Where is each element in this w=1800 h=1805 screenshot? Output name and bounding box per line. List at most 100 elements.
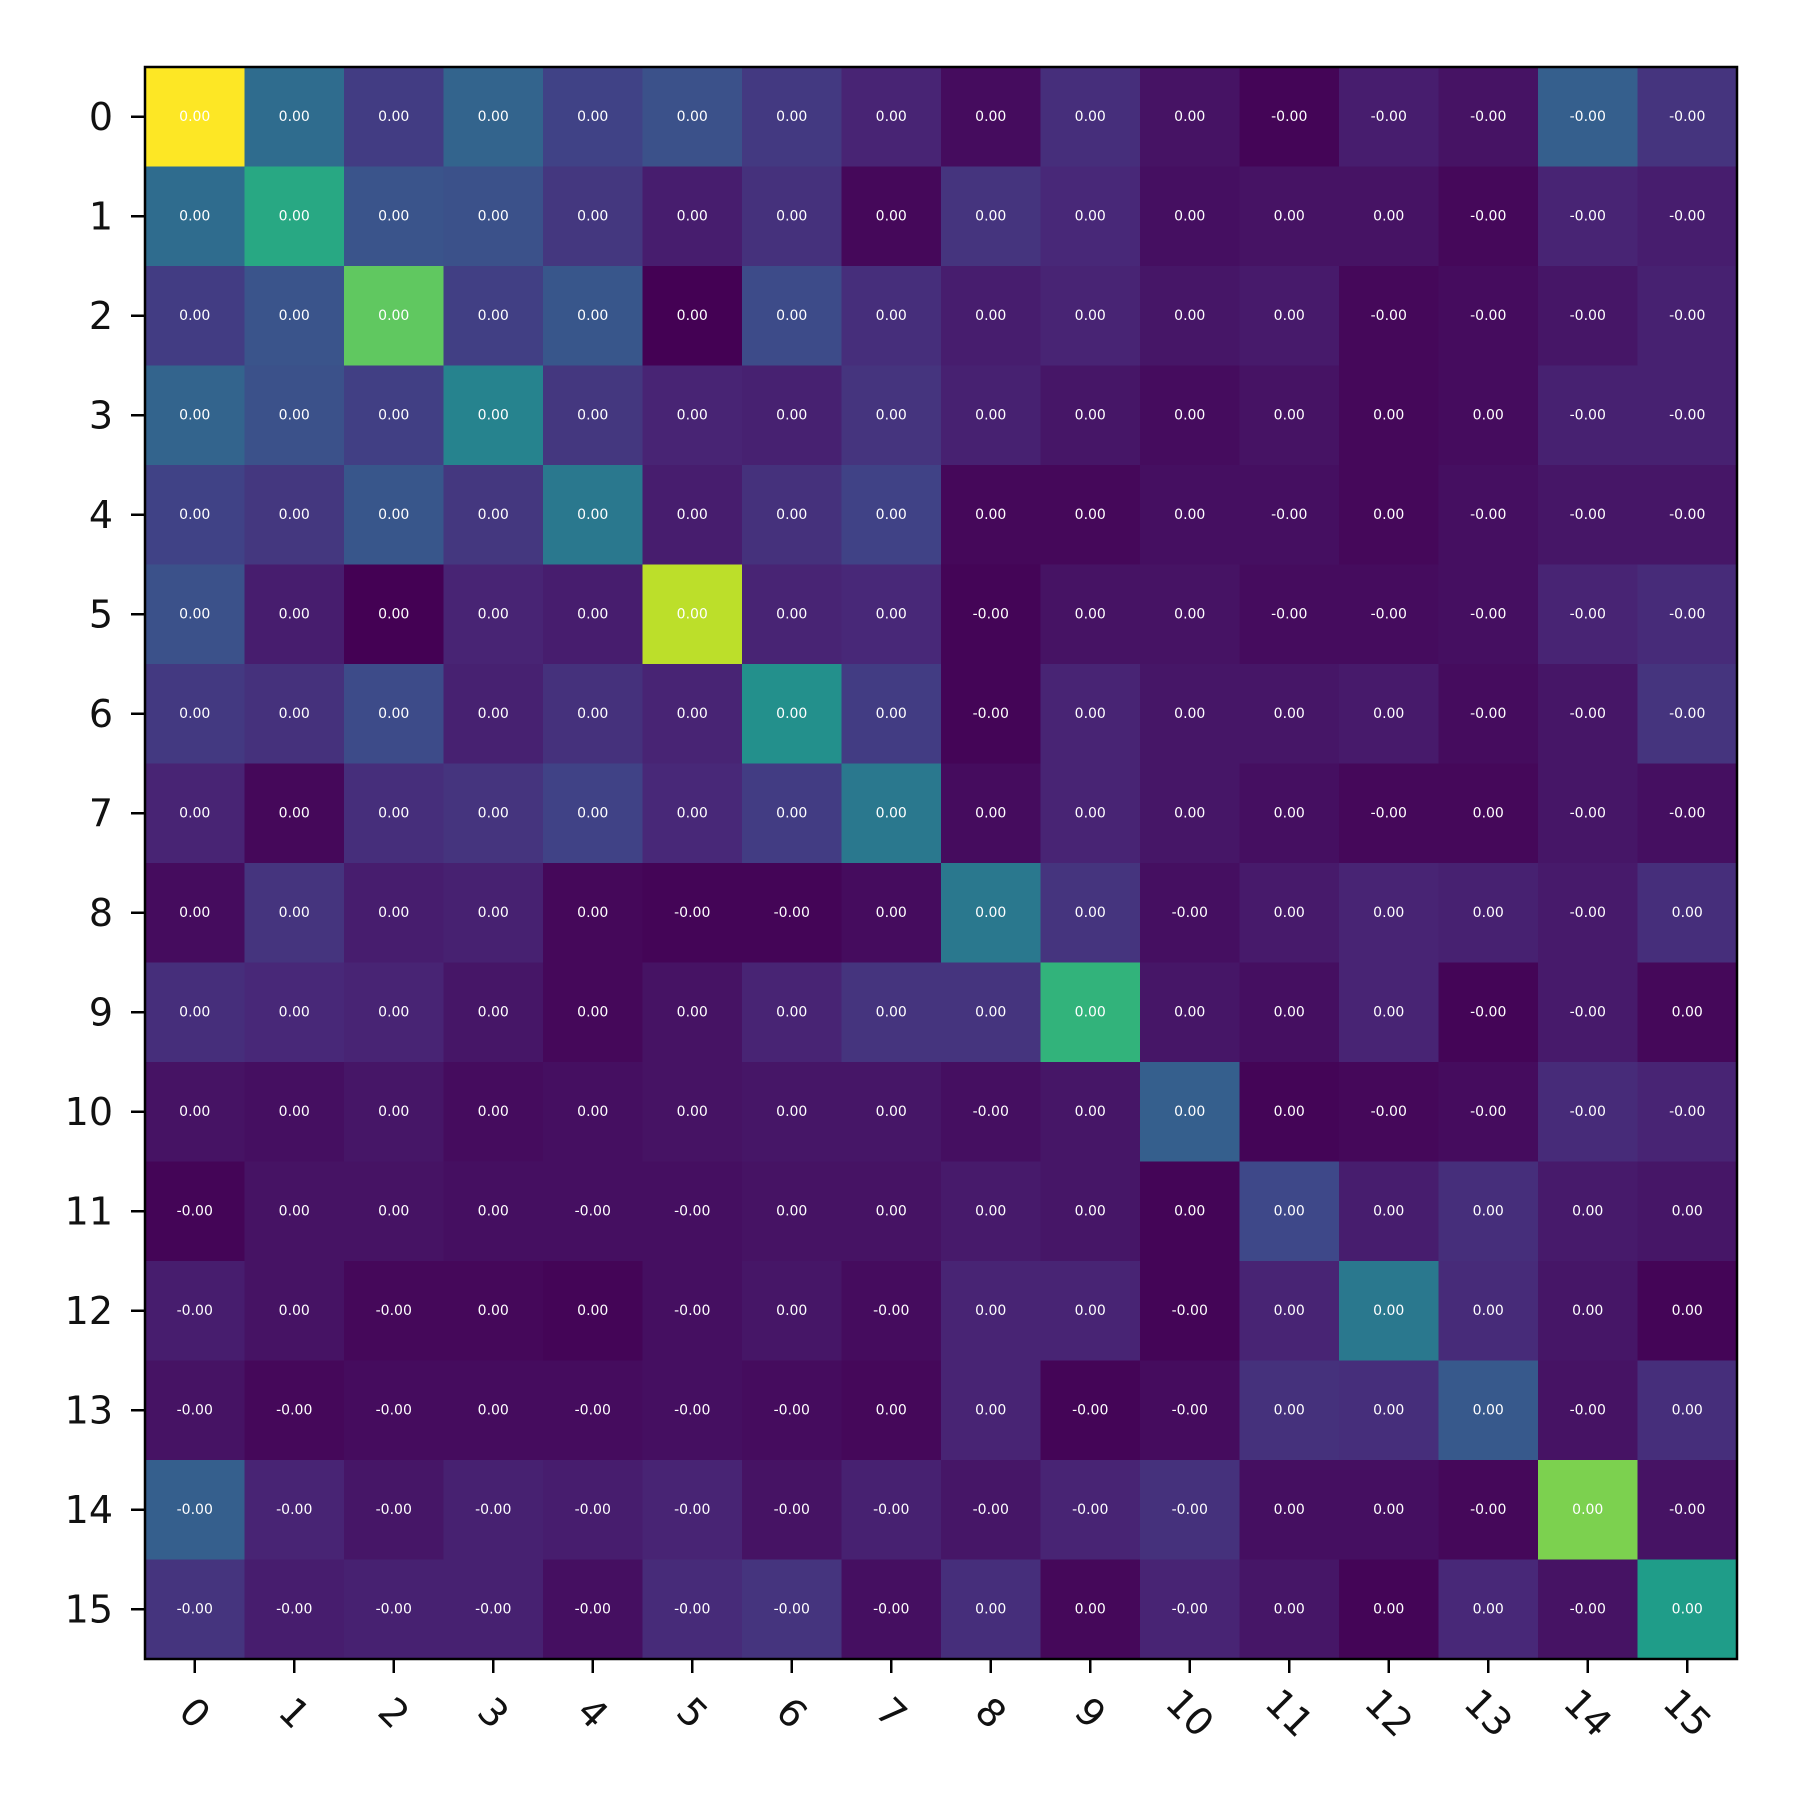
cell-value-label: -0.00: [177, 1502, 213, 1518]
cell-value-label: 0.00: [577, 905, 608, 921]
heatmap-cell: [244, 1360, 345, 1461]
cell-value-label: -0.00: [1669, 308, 1705, 324]
cell-value-label: -0.00: [674, 1303, 710, 1319]
heatmap-cell: [642, 1161, 743, 1262]
heatmap-cell: [1538, 962, 1639, 1063]
heatmap-cell: [1140, 1360, 1241, 1461]
cell-value-label: 0.00: [776, 1004, 807, 1020]
cell-value-label: 0.00: [1274, 805, 1305, 821]
heatmap-cell: [1339, 763, 1440, 864]
cell-value-label: 0.00: [378, 905, 409, 921]
x-tick-label: 15: [1655, 1680, 1720, 1745]
cell-value-label: -0.00: [376, 1303, 412, 1319]
cell-value-label: 0.00: [975, 308, 1006, 324]
heatmap-cell: [1438, 863, 1539, 964]
cell-value-label: 0.00: [478, 208, 509, 224]
cell-value-label: 0.00: [776, 606, 807, 622]
cell-value-label: 0.00: [577, 706, 608, 722]
cell-value-label: 0.00: [478, 905, 509, 921]
cell-value-label: -0.00: [1470, 1502, 1506, 1518]
cell-value-label: -0.00: [1172, 1402, 1208, 1418]
heatmap-cell: [742, 664, 843, 765]
cell-value-label: -0.00: [774, 905, 810, 921]
cell-value-label: 0.00: [279, 606, 310, 622]
heatmap-cell: [1637, 763, 1738, 864]
x-tick-label: 9: [1066, 1689, 1114, 1737]
cell-value-label: 0.00: [1274, 1402, 1305, 1418]
heatmap-cell: [941, 1062, 1042, 1163]
cell-value-label: -0.00: [1172, 1502, 1208, 1518]
heatmap-cell: [244, 1559, 345, 1660]
heatmap-cell: [742, 763, 843, 864]
cell-value-label: -0.00: [1470, 706, 1506, 722]
heatmap-cell: [145, 266, 246, 367]
heatmap-cell: [1637, 1261, 1738, 1362]
y-tick-label: 8: [89, 891, 113, 935]
cell-value-label: 0.00: [378, 308, 409, 324]
heatmap-cell: [1140, 863, 1241, 964]
heatmap-cell: [1438, 1460, 1539, 1561]
cell-value-label: 0.00: [1373, 1203, 1404, 1219]
heatmap-cell: [1239, 1161, 1340, 1262]
cell-value-label: 0.00: [279, 706, 310, 722]
heatmap-cell: [841, 1062, 942, 1163]
cell-value-label: 0.00: [478, 1203, 509, 1219]
cell-value-label: 0.00: [1075, 1303, 1106, 1319]
y-tick-label: 9: [89, 990, 113, 1034]
heatmap-cell: [941, 166, 1042, 267]
cell-value-label: 0.00: [179, 706, 210, 722]
y-tick-label: 12: [65, 1289, 113, 1333]
cell-value-label: 0.00: [776, 208, 807, 224]
heatmap-cell: [841, 1559, 942, 1660]
cell-value-label: 0.00: [1174, 109, 1205, 125]
cell-value-label: -0.00: [1072, 1402, 1108, 1418]
cell-value-label: -0.00: [1570, 1004, 1606, 1020]
heatmap-cell: [642, 763, 743, 864]
cell-value-label: 0.00: [279, 308, 310, 324]
cell-value-label: -0.00: [1669, 706, 1705, 722]
heatmap-cell: [1637, 465, 1738, 566]
heatmap-cell: [1339, 1460, 1440, 1561]
cell-value-label: -0.00: [1570, 208, 1606, 224]
cell-value-label: 0.00: [1274, 706, 1305, 722]
heatmap-cell: [443, 962, 544, 1063]
heatmap-cell: [941, 664, 1042, 765]
cell-value-label: -0.00: [575, 1601, 611, 1617]
heatmap-cell: [841, 863, 942, 964]
cell-value-label: -0.00: [1570, 308, 1606, 324]
heatmap-cell: [642, 962, 743, 1063]
heatmap-cell: [145, 664, 246, 765]
x-tick-label: 0: [171, 1689, 219, 1737]
cell-value-label: 0.00: [975, 208, 1006, 224]
cell-value-label: 0.00: [577, 109, 608, 125]
cell-value-label: 0.00: [1174, 606, 1205, 622]
cell-value-label: 0.00: [776, 1104, 807, 1120]
cell-value-label: 0.00: [577, 606, 608, 622]
heatmap-cell: [941, 67, 1042, 168]
heatmap-cell: [742, 1460, 843, 1561]
heatmap-cell: [1339, 166, 1440, 267]
cell-value-label: 0.00: [279, 1004, 310, 1020]
cell-value-label: 0.00: [1274, 1104, 1305, 1120]
cell-value-label: 0.00: [1473, 1601, 1504, 1617]
cell-value-label: 0.00: [1174, 1004, 1205, 1020]
cell-value-label: 0.00: [776, 1303, 807, 1319]
heatmap-cell: [1040, 1161, 1141, 1262]
heatmap-cell: [642, 564, 743, 665]
heatmap-cell: [1438, 962, 1539, 1063]
cell-value-label: -0.00: [973, 1104, 1009, 1120]
heatmap-cell: [1538, 863, 1639, 964]
cell-value-label: -0.00: [1172, 1601, 1208, 1617]
cell-value-label: 0.00: [975, 1402, 1006, 1418]
cell-value-label: -0.00: [1470, 109, 1506, 125]
heatmap-cell: [244, 962, 345, 1063]
cell-value-label: 0.00: [776, 1203, 807, 1219]
heatmap-cell: [244, 1460, 345, 1561]
heatmap-cell: [1438, 1261, 1539, 1362]
cell-value-label: 0.00: [1473, 1402, 1504, 1418]
heatmap-cell: [244, 67, 345, 168]
heatmap-cell: [1140, 1161, 1241, 1262]
cell-value-label: 0.00: [179, 308, 210, 324]
heatmap-cell: [1239, 465, 1340, 566]
heatmap-cell: [1239, 664, 1340, 765]
